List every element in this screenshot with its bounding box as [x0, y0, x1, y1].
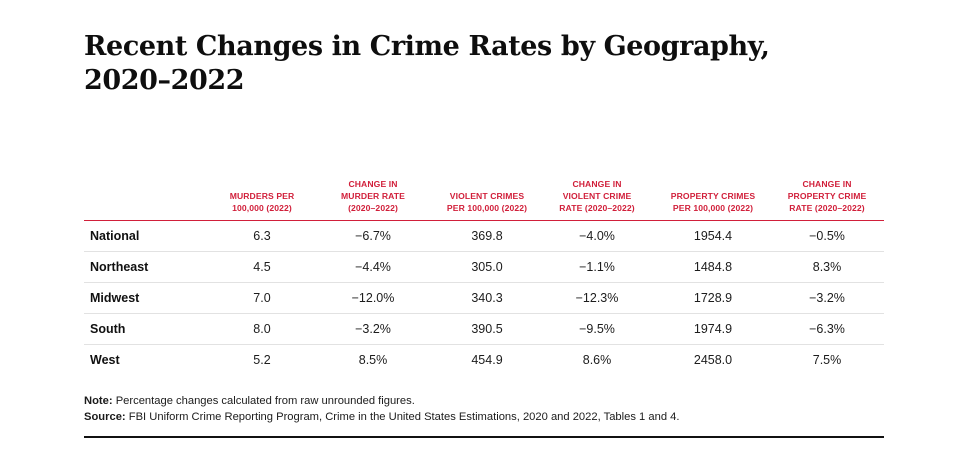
- murders-cell: 8.0: [214, 313, 310, 345]
- murder-change-cell: −6.7%: [310, 220, 436, 252]
- header-line: RATE (2020–2022): [559, 203, 635, 213]
- murders-cell: 6.3: [214, 220, 310, 252]
- header-line: VIOLENT CRIME: [562, 191, 632, 201]
- geography-cell: Midwest: [84, 282, 214, 314]
- header-line: CHANGE IN: [572, 179, 622, 189]
- table-row: Northeast 4.5 −4.4% 305.0 −1.1% 1484.8 8…: [84, 251, 884, 283]
- murders-cell: 4.5: [214, 251, 310, 283]
- violent-cell: 369.8: [436, 220, 538, 252]
- property-change-cell: 7.5%: [812, 353, 842, 367]
- violent-cell: 390.5: [436, 313, 538, 345]
- violent-change-cell: −1.1%: [538, 251, 656, 283]
- murder-change-cell: 8.5%: [358, 353, 388, 367]
- header-line: RATE (2020–2022): [789, 203, 865, 213]
- murders-cell: 5.2: [253, 353, 271, 367]
- table-header-row: MURDERS PER 100,000 (2022) CHANGE IN MUR…: [84, 170, 884, 221]
- violent-change-cell: −4.0%: [538, 220, 656, 252]
- murder-change-cell: −4.4%: [310, 251, 436, 283]
- header-geography: [84, 170, 214, 221]
- header-line: PROPERTY CRIMES: [670, 191, 756, 201]
- header-murder-rate-change: CHANGE IN MURDER RATE (2020–2022): [310, 170, 436, 221]
- murder-change-cell: −3.2%: [310, 313, 436, 345]
- murder-change-cell: −12.0%: [310, 282, 436, 314]
- murders-cell: 7.0: [214, 282, 310, 314]
- bottom-divider: [84, 436, 884, 438]
- table-body: National 6.3 −6.7% 369.8 −4.0% 1954.4 −0…: [84, 220, 884, 376]
- header-line: PROPERTY CRIME: [787, 191, 867, 201]
- property-change-cell: −6.3%: [770, 313, 884, 345]
- property-cell: 2458.0: [693, 353, 733, 367]
- property-change-cell: −0.5%: [770, 220, 884, 252]
- header-line: MURDER RATE: [341, 191, 405, 201]
- geography-cell: National: [84, 220, 214, 252]
- header-violent-crime-rate-change: CHANGE IN VIOLENT CRIME RATE (2020–2022): [538, 170, 656, 221]
- source-label: Source:: [84, 411, 126, 423]
- violent-change-cell: −12.3%: [538, 282, 656, 314]
- violent-cell: 305.0: [436, 251, 538, 283]
- note-label: Note:: [84, 395, 113, 407]
- table-notes: Note: Percentage changes calculated from…: [84, 393, 884, 425]
- table-header: MURDERS PER 100,000 (2022) CHANGE IN MUR…: [84, 170, 884, 221]
- violent-change-cell: −9.5%: [538, 313, 656, 345]
- violent-cell: 340.3: [436, 282, 538, 314]
- note-text: Percentage changes calculated from raw u…: [112, 395, 415, 407]
- header-line: 100,000 (2022): [232, 203, 292, 213]
- note-line: Note: Percentage changes calculated from…: [84, 393, 884, 409]
- property-cell: 1484.8: [656, 251, 770, 283]
- header-line: PER 100,000 (2022): [446, 203, 528, 213]
- property-change-cell: 8.3%: [770, 251, 884, 283]
- property-cell: 1954.4: [656, 220, 770, 252]
- geography-cell: South: [84, 313, 214, 345]
- header-line: CHANGE IN: [802, 179, 852, 189]
- header-line: (2020–2022): [348, 203, 398, 213]
- header-murders-per-100k: MURDERS PER 100,000 (2022): [214, 170, 310, 221]
- property-change-cell: −3.2%: [770, 282, 884, 314]
- header-property-crimes-per-100k: PROPERTY CRIMES PER 100,000 (2022): [656, 170, 770, 221]
- geography-cell: Northeast: [84, 251, 214, 283]
- table-row: West 5.2 8.5% 454.9 8.6% 2458.0 7.5%: [84, 345, 884, 376]
- header-line: VIOLENT CRIMES: [449, 191, 525, 201]
- crime-rates-table: MURDERS PER 100,000 (2022) CHANGE IN MUR…: [84, 170, 884, 375]
- header-violent-crimes-per-100k: VIOLENT CRIMES PER 100,000 (2022): [436, 170, 538, 221]
- page-title-line-2: 2020–2022: [84, 65, 245, 96]
- table-row: National 6.3 −6.7% 369.8 −4.0% 1954.4 −0…: [84, 220, 884, 252]
- page-title: Recent Changes in Crime Rates by Geograp…: [84, 30, 844, 98]
- header-property-crime-rate-change: CHANGE IN PROPERTY CRIME RATE (2020–2022…: [770, 170, 884, 221]
- page-title-line-1: Recent Changes in Crime Rates by Geograp…: [84, 31, 770, 62]
- table-row: South 8.0 −3.2% 390.5 −9.5% 1974.9 −6.3%: [84, 313, 884, 345]
- header-line: CHANGE IN: [348, 179, 398, 189]
- header-line: PER 100,000 (2022): [672, 203, 754, 213]
- violent-change-cell: 8.6%: [582, 353, 612, 367]
- geography-cell: West: [90, 353, 120, 367]
- violent-cell: 454.9: [471, 353, 503, 367]
- property-cell: 1974.9: [656, 313, 770, 345]
- source-text: FBI Uniform Crime Reporting Program, Cri…: [125, 411, 680, 423]
- source-line: Source: FBI Uniform Crime Reporting Prog…: [84, 409, 884, 425]
- header-line: MURDERS PER: [229, 191, 295, 201]
- property-cell: 1728.9: [656, 282, 770, 314]
- table-row: Midwest 7.0 −12.0% 340.3 −12.3% 1728.9 −…: [84, 282, 884, 314]
